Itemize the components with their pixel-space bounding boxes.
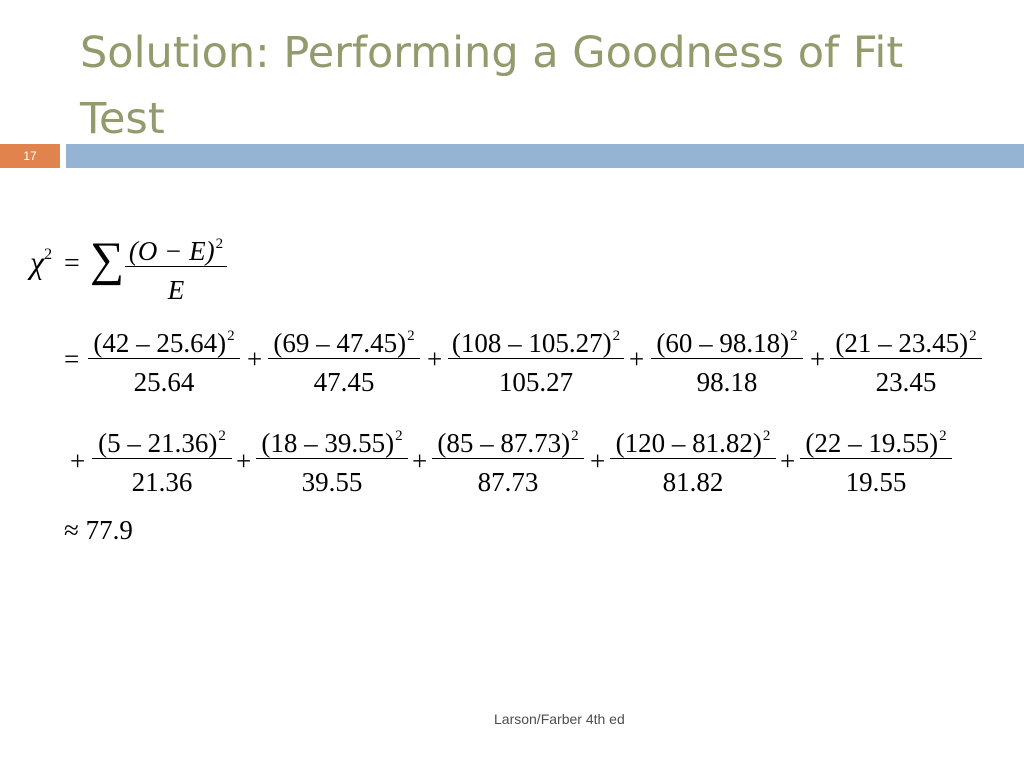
plus-sign: + xyxy=(810,344,826,374)
plus-sign: + xyxy=(590,446,606,476)
sigma-symbol: ∑ xyxy=(90,233,125,286)
plus-sign: + xyxy=(427,344,443,374)
header-divider-bar xyxy=(66,144,1024,168)
chi-square-symbol: χ2 xyxy=(30,244,53,280)
term-fraction: (21 – 23.45)2 23.45 xyxy=(830,318,982,399)
footer-text: Larson/Farber 4th ed xyxy=(494,711,625,727)
definition-fraction: (O − E)2 E xyxy=(125,226,227,307)
plus-sign: + xyxy=(70,446,86,476)
result-value: ≈ 77.9 xyxy=(64,515,133,545)
plus-sign: + xyxy=(236,446,252,476)
term-fraction: (69 – 47.45)2 47.45 xyxy=(268,318,420,399)
term-fraction: (85 – 87.73)2 87.73 xyxy=(432,418,584,499)
term-fraction: (108 – 105.27)2 105.27 xyxy=(448,318,624,399)
plus-sign: + xyxy=(629,344,645,374)
slide-number: 17 xyxy=(0,144,60,168)
term-fraction: (42 – 25.64)2 25.64 xyxy=(88,318,240,399)
term-fraction: (18 – 39.55)2 39.55 xyxy=(256,418,408,499)
plus-sign: + xyxy=(412,446,428,476)
plus-sign: + xyxy=(780,446,796,476)
term-fraction: (120 – 81.82)2 81.82 xyxy=(610,418,776,499)
slide-title: Solution: Performing a Goodness of Fit T… xyxy=(80,28,904,144)
plus-sign: + xyxy=(247,344,263,374)
row1-equals: = xyxy=(64,344,80,374)
term-fraction: (5 – 21.36)2 21.36 xyxy=(92,418,232,499)
definition-equals: = xyxy=(64,248,80,279)
term-fraction: (22 – 19.55)2 19.55 xyxy=(800,418,952,499)
term-fraction: (60 – 98.18)2 98.18 xyxy=(651,318,803,399)
